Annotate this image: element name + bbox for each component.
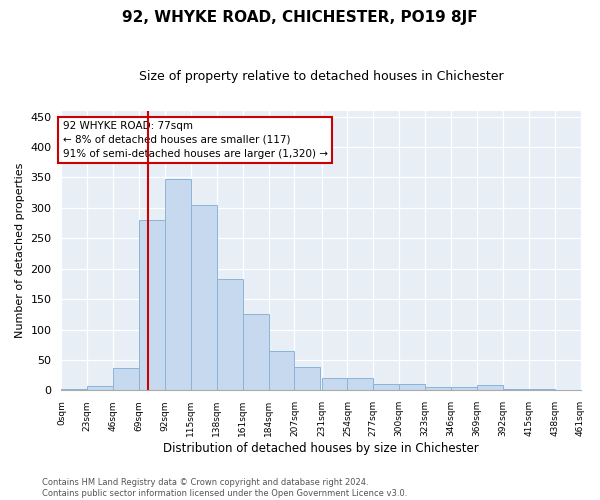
Y-axis label: Number of detached properties: Number of detached properties: [15, 163, 25, 338]
Bar: [139, 220, 165, 390]
Bar: [451, 388, 477, 390]
Bar: [242, 314, 269, 390]
Bar: [113, 368, 139, 390]
X-axis label: Distribution of detached houses by size in Chichester: Distribution of detached houses by size …: [163, 442, 479, 455]
Bar: [399, 384, 425, 390]
Bar: [529, 389, 554, 390]
Bar: [295, 367, 320, 390]
Title: Size of property relative to detached houses in Chichester: Size of property relative to detached ho…: [139, 70, 503, 83]
Bar: [269, 351, 295, 391]
Bar: [322, 378, 347, 390]
Text: 92, WHYKE ROAD, CHICHESTER, PO19 8JF: 92, WHYKE ROAD, CHICHESTER, PO19 8JF: [122, 10, 478, 25]
Bar: [347, 378, 373, 390]
Bar: [373, 384, 399, 390]
Bar: [217, 279, 242, 390]
Bar: [477, 386, 503, 390]
Bar: [503, 388, 529, 390]
Text: 92 WHYKE ROAD: 77sqm
← 8% of detached houses are smaller (117)
91% of semi-detac: 92 WHYKE ROAD: 77sqm ← 8% of detached ho…: [62, 121, 328, 159]
Bar: [165, 180, 191, 390]
Bar: [191, 205, 217, 390]
Text: Contains HM Land Registry data © Crown copyright and database right 2024.
Contai: Contains HM Land Registry data © Crown c…: [42, 478, 407, 498]
Bar: [88, 386, 113, 390]
Bar: [61, 388, 88, 390]
Bar: [425, 388, 451, 390]
